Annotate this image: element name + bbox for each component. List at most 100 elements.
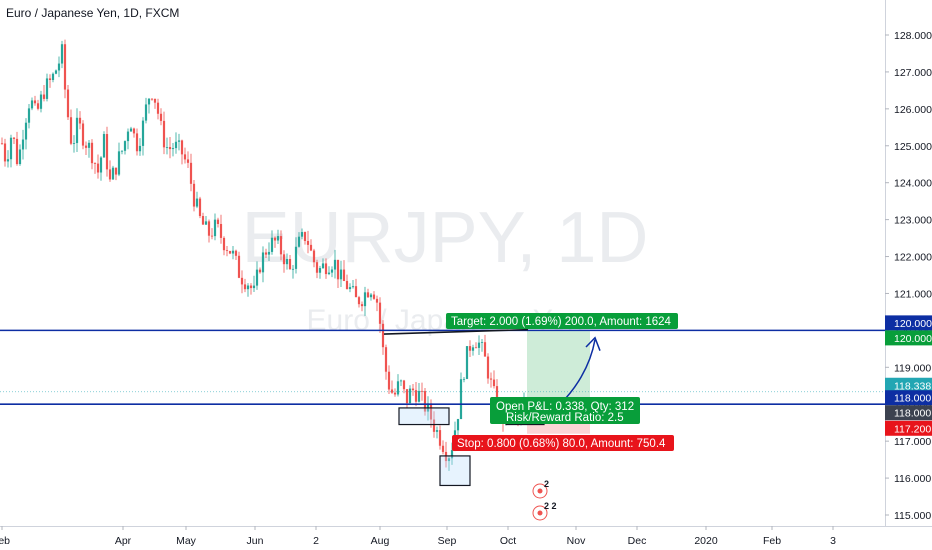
target-label[interactable]: Target: 2.000 (1.69%) 200.0, Amount: 162… xyxy=(446,313,678,329)
plot-area[interactable] xyxy=(0,0,885,526)
candle xyxy=(381,320,385,355)
candle xyxy=(441,440,445,455)
candle-body xyxy=(387,371,391,390)
event-marker[interactable]: 2 xyxy=(532,479,549,499)
candle-body xyxy=(339,269,343,280)
candle-body xyxy=(36,103,40,109)
target-label-text: Target: 2.000 (1.69%) 200.0, Amount: 162… xyxy=(451,316,672,328)
candle xyxy=(351,280,355,289)
candle xyxy=(198,196,202,219)
candle-body xyxy=(216,219,220,224)
candle-body xyxy=(231,250,235,254)
candle-body xyxy=(135,133,139,152)
arrow-head-icon xyxy=(585,336,601,351)
candle-body xyxy=(399,380,403,382)
x-tick-label: 2020 xyxy=(694,535,718,547)
price-axis-label[interactable]: 120.000 xyxy=(885,315,932,331)
candle-body xyxy=(363,292,367,307)
candle-body xyxy=(360,304,364,307)
neckline[interactable] xyxy=(383,328,529,335)
candle-body xyxy=(303,232,307,241)
candle-body xyxy=(225,250,229,251)
candle xyxy=(3,138,7,167)
candle-body xyxy=(468,346,472,351)
candle xyxy=(69,109,73,146)
price-axis-label-text: 120.000 xyxy=(894,333,932,345)
watermark-symbol: EURJPY, 1D xyxy=(242,198,649,278)
price-axis-label[interactable]: 118.338 xyxy=(885,377,932,393)
candle xyxy=(339,260,343,288)
candle xyxy=(66,85,70,120)
candle xyxy=(375,295,379,312)
candle-body xyxy=(405,389,409,404)
price-axis-label-text: 118.338 xyxy=(894,380,931,392)
candle xyxy=(231,245,235,260)
candle-body xyxy=(210,235,214,237)
candle xyxy=(387,365,391,394)
candle-body xyxy=(141,120,145,146)
target-zone[interactable] xyxy=(527,330,590,405)
candle xyxy=(423,387,427,416)
candle xyxy=(447,455,451,471)
candle-body xyxy=(69,117,73,144)
price-axis-label-bg xyxy=(885,390,932,406)
candle-body xyxy=(90,142,94,164)
candle-body xyxy=(414,390,418,402)
price-axis-label[interactable]: 118.000 xyxy=(885,405,932,421)
candle-body xyxy=(336,259,340,280)
candle-body xyxy=(333,259,337,270)
stop-label-bg xyxy=(452,435,674,451)
x-tick-label: Apr xyxy=(115,535,132,547)
candle xyxy=(486,353,490,384)
price-axis-label-text: 118.000 xyxy=(894,393,931,405)
candle-body xyxy=(351,286,355,288)
candle xyxy=(45,73,49,102)
head-box[interactable] xyxy=(439,455,471,487)
candle xyxy=(9,134,13,168)
price-axis[interactable] xyxy=(885,0,932,550)
candle-body xyxy=(0,143,4,145)
candle-body xyxy=(150,98,154,100)
candle-body xyxy=(129,128,133,132)
candle-body xyxy=(384,347,388,372)
candle-body xyxy=(480,342,484,343)
stop-label[interactable]: Stop: 0.800 (0.68%) 80.0, Amount: 750.4 xyxy=(452,435,674,451)
price-axis-label[interactable]: 118.000 xyxy=(885,390,932,406)
time-axis[interactable] xyxy=(0,526,932,550)
candle xyxy=(111,165,115,180)
candle xyxy=(225,246,229,257)
price-axis-label[interactable]: 117.200 xyxy=(885,420,932,436)
event-marker[interactable]: 2 2 xyxy=(532,501,557,521)
candle-body xyxy=(243,284,247,290)
candle-body xyxy=(183,154,187,160)
candle-body xyxy=(483,342,487,357)
candle xyxy=(48,74,52,88)
pnl-text: Open P&L: 0.338, Qty: 312 xyxy=(496,401,634,413)
price-axis-label[interactable]: 120.000 xyxy=(885,330,932,346)
candle-body xyxy=(438,430,442,446)
shoulder-box[interactable] xyxy=(398,407,450,426)
candle-body xyxy=(48,78,52,80)
candle xyxy=(435,426,439,439)
candle xyxy=(438,425,442,450)
candle xyxy=(21,129,25,160)
x-tick-label: Aug xyxy=(371,535,390,547)
candle xyxy=(285,253,289,270)
x-tick-label: May xyxy=(176,535,197,547)
candle-body xyxy=(423,391,427,412)
candle-body xyxy=(327,272,331,275)
candle-body xyxy=(234,250,238,256)
y-tick-label: 115.000 xyxy=(894,510,931,522)
candle-body xyxy=(123,141,127,151)
candle-body xyxy=(312,250,316,263)
candle-body xyxy=(108,169,112,180)
candle-body xyxy=(177,140,181,142)
candle xyxy=(390,380,394,394)
candle-body xyxy=(258,269,262,273)
candle xyxy=(207,219,211,243)
candle xyxy=(234,249,238,260)
candle xyxy=(36,99,40,111)
